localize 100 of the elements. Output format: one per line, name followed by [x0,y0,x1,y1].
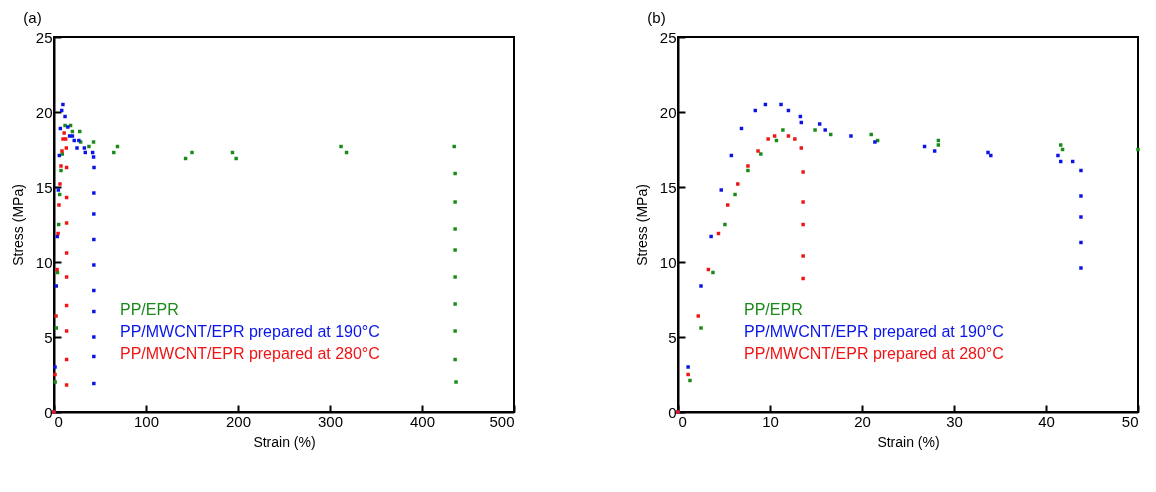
point [59,164,63,168]
point [932,149,937,153]
point [733,192,737,197]
point [64,221,69,225]
point [986,150,990,155]
chart-title: (b) [647,9,666,26]
point [1136,147,1140,152]
point [699,326,703,330]
point [64,251,69,255]
y-tick-label: 25 [35,28,53,46]
x-tick-label: 10 [762,412,779,430]
point [936,143,941,147]
point [75,146,79,150]
point [190,150,194,155]
point [61,137,65,141]
x-axis-title: Strain (%) [253,433,316,450]
point [869,132,873,137]
point [1079,194,1083,198]
point [793,137,797,141]
x-tick-label: 400 [409,412,436,430]
point [59,168,63,173]
point [57,203,61,207]
x-tick-label: 40 [1038,412,1055,430]
point [92,381,96,386]
y-tick-label: 10 [659,253,677,271]
point [87,144,91,149]
y-tick-label: 20 [659,103,677,121]
point [781,128,785,132]
chart-title: (a) [23,9,42,26]
text: PP/MWCNT/EPR prepared at 280°C [744,345,1004,362]
point [53,380,57,384]
point [53,365,57,369]
point [801,170,805,174]
y-tick-label: 5 [44,328,53,346]
y-tick-label: 5 [668,328,677,346]
point [54,284,59,288]
point [989,153,993,158]
point [92,263,96,267]
x-tick-label: 20 [854,412,871,430]
point [92,288,96,293]
point [746,168,750,173]
point [339,144,343,149]
x-tick-label: 500 [489,412,515,430]
point [709,234,713,239]
point [736,182,740,186]
point [801,222,805,227]
point [1056,153,1060,158]
x-tick-label: 50 [1121,412,1139,430]
text: PP/MWCNT/EPR prepared at 280°C [120,345,380,362]
point [64,329,69,333]
point [454,380,458,384]
y-tick-label: 25 [659,28,677,46]
series-label: PP/MWCNT/EPR prepared at 190°C [120,323,380,340]
point [453,171,457,176]
x-axis-title: Strain (%) [877,433,940,450]
point [801,254,805,258]
point [719,188,723,192]
point [91,140,96,144]
point [54,326,59,330]
point [1058,143,1063,147]
point [63,137,68,141]
point [696,314,700,318]
point [453,248,457,252]
point [766,137,770,141]
text: PP/EPR [120,301,179,318]
point [453,200,457,204]
point [92,335,96,339]
point [823,128,827,132]
point [1079,168,1083,173]
point [112,150,116,155]
y-axis-title: Stress (MPa) [633,184,650,266]
point [686,365,690,369]
point [92,212,96,216]
point [53,372,57,377]
point [234,156,238,161]
point [58,182,62,186]
point [64,146,69,150]
point [1079,266,1083,270]
x-tick-label: 30 [946,412,963,430]
text: PP/EPR [744,301,803,318]
point [92,191,96,195]
point [801,200,805,204]
point [92,237,96,242]
point [453,329,457,333]
point [723,222,727,227]
text: PP/MWCNT/EPR prepared at 190°C [744,323,1004,340]
point [91,155,96,159]
point [82,146,87,150]
point [725,203,730,207]
point [699,284,703,288]
y-tick-label: 15 [659,178,677,196]
point [92,354,96,359]
point [686,372,690,377]
point [92,165,96,170]
point [62,131,66,135]
point [688,378,692,383]
point [1079,215,1083,219]
point [453,227,457,231]
point [63,114,67,119]
point [711,270,715,275]
